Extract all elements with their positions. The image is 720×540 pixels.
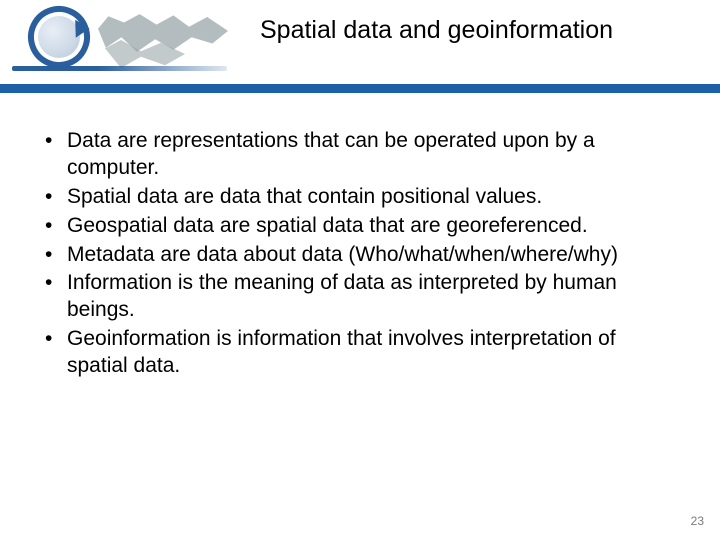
header-divider-bar [0, 84, 720, 93]
list-item: Data are representations that can be ope… [45, 128, 675, 182]
list-item: Geospatial data are spatial data that ar… [45, 213, 675, 240]
list-item: Spatial data are data that contain posit… [45, 184, 675, 211]
list-item: Geoinformation is information that invol… [45, 326, 675, 380]
slide-title: Spatial data and geoinformation [260, 16, 613, 45]
logo [0, 0, 235, 70]
slide-header: Spatial data and geoinformation [0, 0, 720, 92]
logo-underline [12, 66, 227, 71]
bullet-list: Data are representations that can be ope… [45, 128, 675, 380]
list-item: Metadata are data about data (Who/what/w… [45, 242, 675, 269]
list-item: Information is the meaning of data as in… [45, 270, 675, 324]
page-number: 23 [691, 514, 704, 528]
slide: Spatial data and geoinformation Data are… [0, 0, 720, 540]
slide-content: Data are representations that can be ope… [45, 128, 675, 382]
